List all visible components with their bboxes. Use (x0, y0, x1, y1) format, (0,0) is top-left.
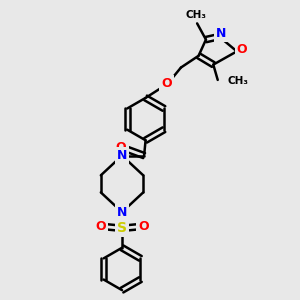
Text: O: O (95, 220, 106, 233)
Text: CH₃: CH₃ (227, 76, 248, 86)
Text: O: O (138, 220, 148, 233)
Text: O: O (116, 141, 127, 154)
Text: S: S (117, 221, 127, 235)
Text: N: N (117, 206, 127, 219)
Text: N: N (216, 27, 227, 40)
Text: CH₃: CH₃ (185, 10, 206, 20)
Text: O: O (161, 77, 172, 90)
Text: N: N (117, 149, 127, 162)
Text: O: O (237, 44, 248, 56)
